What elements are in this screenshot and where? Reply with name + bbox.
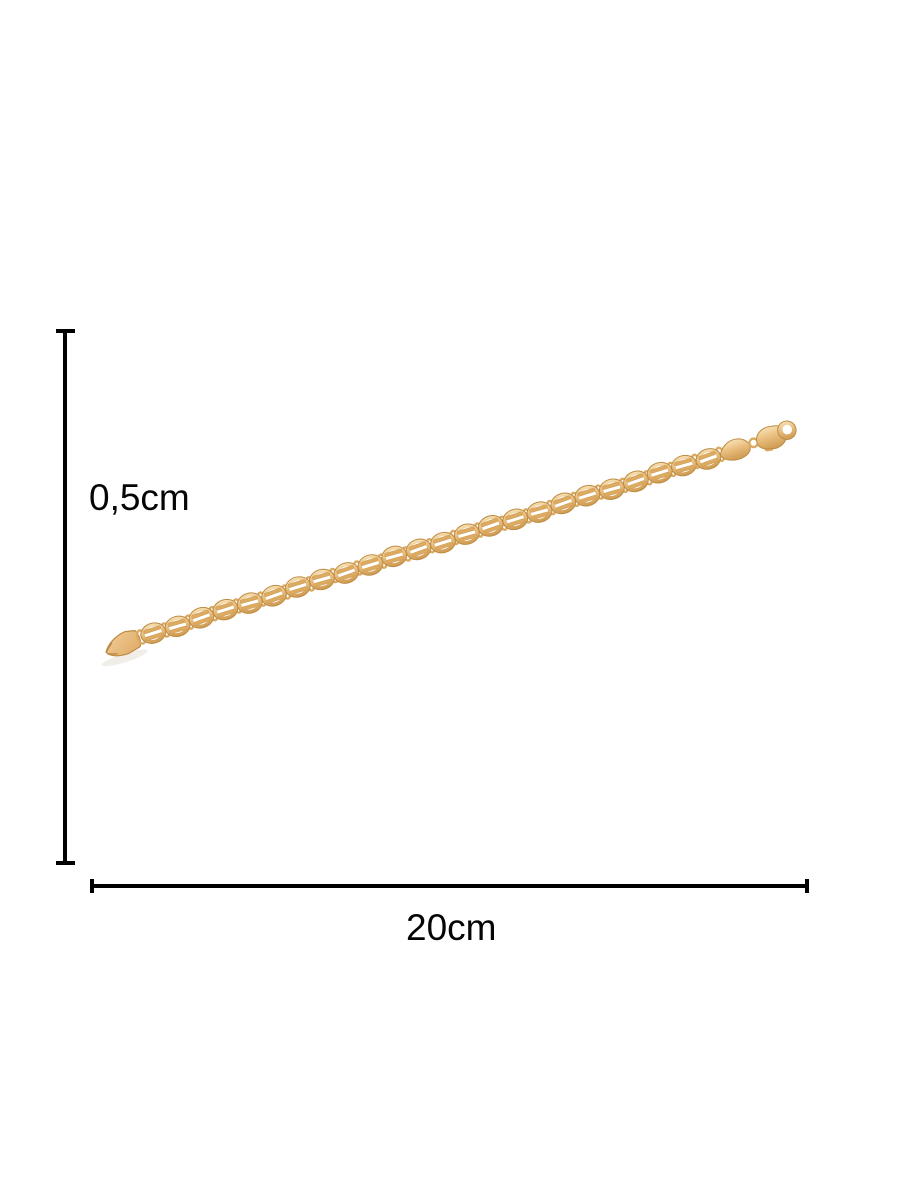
bracelet-end-tag-prongs xyxy=(105,642,118,655)
bracelet-lobster-clasp xyxy=(756,420,797,452)
width-dimension-tick-left xyxy=(90,879,94,893)
height-dimension-tick-top xyxy=(56,329,75,333)
height-dimension-line xyxy=(63,329,67,865)
bracelet-shadow xyxy=(101,649,148,667)
height-dimension-tick-bottom xyxy=(56,861,75,865)
bracelet-chain xyxy=(135,446,726,645)
bracelet xyxy=(101,420,797,667)
width-dimension-tick-right xyxy=(805,879,809,893)
bracelet-end-tag xyxy=(105,629,142,657)
bracelet-teardrop-connector xyxy=(719,438,751,461)
width-dimension-line xyxy=(92,884,809,888)
width-dimension-label: 20cm xyxy=(406,907,497,948)
clasp-loop-hole xyxy=(782,424,792,435)
height-dimension-label: 0,5cm xyxy=(89,477,190,518)
